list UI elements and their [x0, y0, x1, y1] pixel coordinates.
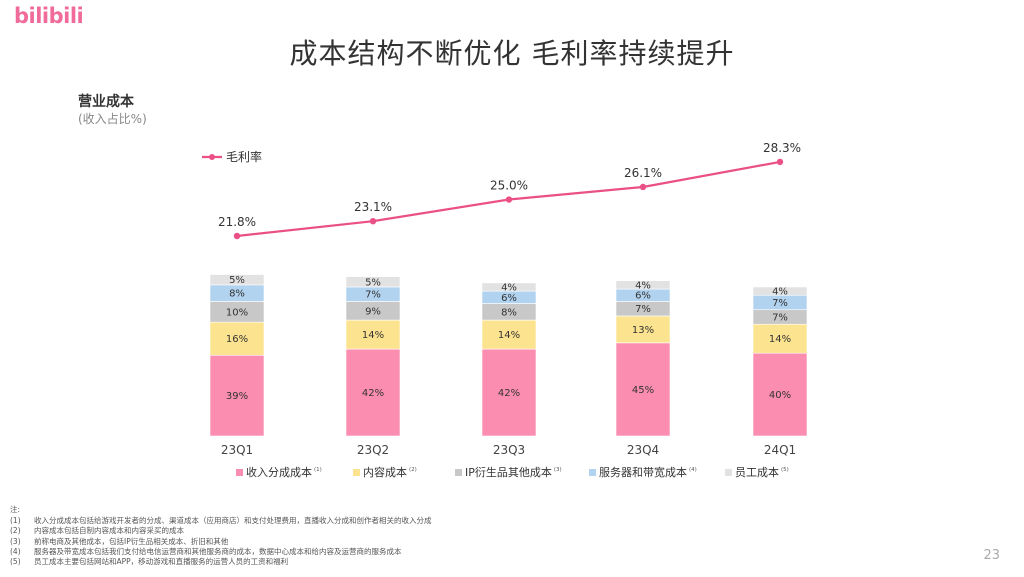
legend-note: (3) — [554, 467, 562, 473]
legend-label: 收入分成成本 — [246, 465, 312, 479]
bar-segment — [615, 280, 671, 290]
bar-value-label: 7% — [635, 304, 651, 315]
bar-segment — [345, 348, 401, 437]
footnote-item: (4) 服务器及带宽成本包括我们支付给电信运营商和其他服务商的成本，数据中心成本… — [10, 547, 432, 557]
footnote-number: (2) — [10, 526, 21, 536]
bar-value-label: 42% — [498, 388, 520, 399]
x-tick-label: 23Q4 — [627, 443, 659, 457]
footnote-text: 员工成本主要包括网站和APP，移动游戏和直播服务的运营人员的工资和福利 — [34, 557, 289, 567]
footnote-number: (1) — [10, 516, 21, 526]
bar-value-label: 7% — [365, 290, 381, 301]
bar-segment — [345, 276, 401, 288]
footnote-text: 服务器及带宽成本包括我们支付给电信运营商和其他服务商的成本，数据中心成本和给内容… — [34, 546, 402, 556]
footnote-number: (5) — [10, 557, 21, 567]
bar-value-label: 45% — [632, 385, 654, 396]
bilibili-logo: bilibili — [14, 4, 84, 28]
chart-title: 营业成本 — [78, 94, 134, 110]
bar-segment — [752, 352, 808, 437]
bar-segment — [752, 323, 808, 354]
gross-margin-label: 23.1% — [354, 200, 392, 214]
footnote-text: 前称电商及其他成本，包括IP衍生品相关成本、折旧和其他 — [34, 536, 229, 546]
bar-value-label: 7% — [772, 312, 788, 323]
footnote-text: 收入分成成本包括给游戏开发者的分成、渠道成本（应用商店）和支付处理费用，直播收入… — [34, 516, 432, 526]
bar-segment — [481, 319, 537, 350]
footnote-item: (2) 内容成本包括自制内容成本和内容采买的成本 — [10, 526, 432, 536]
bar-value-label: 6% — [635, 291, 651, 302]
legend-swatch — [236, 469, 243, 476]
line-legend-marker — [209, 154, 215, 160]
bar-value-label: 8% — [229, 289, 245, 300]
legend-swatch — [353, 469, 360, 476]
bar-value-label: 40% — [769, 390, 791, 401]
bar-segment — [209, 354, 265, 437]
x-tick-label: 23Q2 — [357, 443, 389, 457]
legend-swatch — [725, 469, 732, 476]
bar-segment — [752, 286, 808, 296]
bar-segment — [481, 348, 537, 437]
bar-value-label: 7% — [772, 298, 788, 309]
bar-value-label: 4% — [772, 287, 788, 298]
legend-note: (2) — [409, 467, 417, 473]
gross-margin-label: 26.1% — [624, 166, 662, 180]
bar-value-label: 39% — [226, 391, 248, 402]
bar-value-label: 14% — [362, 330, 384, 341]
legend-note: (4) — [689, 467, 697, 473]
gross-margin-point — [639, 183, 647, 191]
bar-value-label: 14% — [769, 334, 791, 345]
footnotes-heading: 注: — [10, 505, 21, 514]
footnote-item: (5) 员工成本主要包括网站和APP，移动游戏和直播服务的运营人员的工资和福利 — [10, 557, 432, 567]
gross-margin-point — [505, 196, 513, 203]
gross-margin-label: 21.8% — [218, 215, 256, 229]
footnote-text: 内容成本包括自制内容成本和内容采买的成本 — [34, 526, 184, 536]
legend-note: (5) — [781, 467, 789, 473]
footnote-item: (1) 收入分成成本包括给游戏开发者的分成、渠道成本（应用商店）和支付处理费用，… — [10, 516, 432, 526]
bar-value-label: 42% — [362, 388, 384, 399]
footnote-item: (3) 前称电商及其他成本，包括IP衍生品相关成本、折旧和其他 — [10, 537, 432, 547]
bar-segment — [481, 282, 537, 292]
gross-margin-label: 28.3% — [763, 141, 801, 155]
bar-segment — [615, 342, 671, 437]
footnote-number: (4) — [10, 546, 21, 556]
page-title: 成本结构不断优化 毛利率持续提升 — [289, 37, 735, 70]
footnote-number: (3) — [10, 536, 21, 546]
bar-segment — [615, 315, 671, 344]
x-tick-label: 23Q3 — [493, 443, 525, 457]
x-tick-label: 23Q1 — [221, 443, 253, 457]
gross-margin-point — [776, 158, 784, 166]
bar-segment — [209, 274, 265, 286]
legend-label: 员工成本 — [735, 465, 779, 479]
gross-margin-label: 25.0% — [490, 179, 528, 193]
chart-subtitle: (收入占比%) — [78, 112, 147, 126]
gross-margin-point — [369, 217, 377, 225]
x-tick-label: 24Q1 — [764, 443, 796, 457]
bar-value-label: 9% — [365, 306, 381, 317]
legend-label: IP衍生品其他成本 — [465, 465, 552, 479]
legend-note: (1) — [314, 467, 322, 473]
line-legend-label: 毛利率 — [226, 149, 262, 164]
legend-label: 服务器和带宽成本 — [599, 465, 687, 479]
legend-label: 内容成本 — [363, 465, 407, 479]
footnotes: 注: (1) 收入分成成本包括给游戏开发者的分成、渠道成本（应用商店）和支付处理… — [10, 505, 432, 567]
page-number: 23 — [983, 548, 1000, 563]
bar-value-label: 14% — [498, 330, 520, 341]
bar-value-label: 4% — [635, 280, 651, 291]
bar-segment — [345, 319, 401, 350]
bar-value-label: 16% — [226, 334, 248, 345]
gross-margin-point — [233, 232, 241, 240]
bar-value-label: 5% — [229, 275, 245, 286]
bar-value-label: 5% — [365, 277, 381, 288]
bar-value-label: 13% — [632, 325, 654, 336]
bar-value-label: 6% — [501, 293, 517, 304]
bar-value-label: 4% — [501, 282, 517, 293]
bar-value-label: 8% — [501, 307, 517, 318]
legend-swatch — [455, 469, 462, 476]
legend-swatch — [589, 469, 596, 476]
bar-value-label: 10% — [226, 307, 248, 318]
